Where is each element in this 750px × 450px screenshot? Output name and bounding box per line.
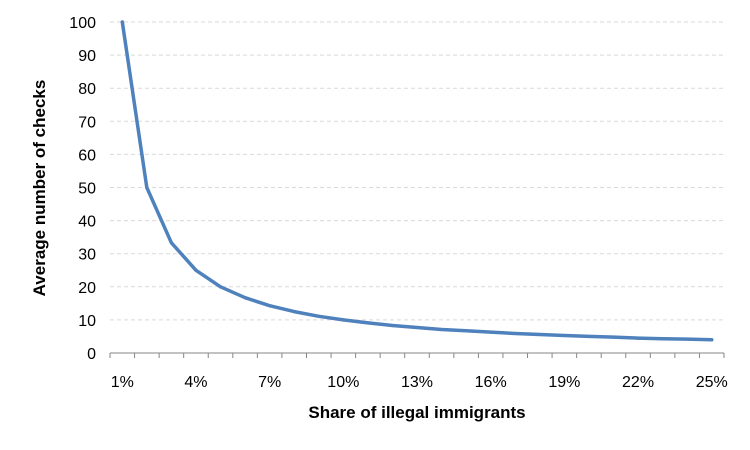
gridlines [110, 21, 724, 321]
data-point [464, 329, 468, 333]
data-point [439, 327, 444, 332]
y-tick-label: 70 [78, 114, 96, 131]
data-point [292, 310, 296, 314]
x-tick-label: 16% [475, 374, 507, 391]
x-tick-label: 4% [184, 374, 207, 391]
y-tick-label: 10 [78, 313, 96, 330]
x-tick-marks [109, 353, 725, 358]
series-group [120, 20, 714, 342]
y-tick-label: 20 [78, 280, 96, 297]
y-tick-label: 40 [78, 214, 96, 231]
y-tick-labels: 0 10 20 30 40 50 60 70 80 90 100 [69, 15, 96, 363]
data-point [169, 241, 173, 245]
x-tick-labels: 1% 4% 7% 10% 13% 16% 19% 22% 25% [111, 374, 728, 391]
data-point [489, 330, 493, 334]
data-point [243, 296, 247, 300]
y-tick-label: 90 [78, 48, 96, 65]
y-tick-label: 60 [78, 147, 96, 164]
x-tick-label: 19% [548, 374, 580, 391]
x-tick-label: 10% [327, 374, 359, 391]
data-point [415, 325, 419, 330]
x-axis-title: Share of illegal immigrants [308, 403, 525, 422]
data-point [513, 331, 517, 336]
data-point [317, 314, 321, 318]
data-point [710, 338, 714, 342]
data-point [120, 20, 124, 24]
x-tick-label: 25% [696, 374, 728, 391]
data-point [538, 332, 542, 337]
x-tick-label: 1% [111, 374, 134, 391]
series-line [120, 20, 714, 342]
y-tick-label: 50 [78, 181, 96, 198]
data-point [685, 337, 689, 341]
y-tick-label: 0 [87, 346, 96, 363]
data-point [587, 334, 591, 339]
x-tick-label: 22% [622, 374, 654, 391]
data-point [390, 323, 395, 328]
data-point [562, 333, 566, 338]
y-axis-title: Average number of checks [30, 80, 49, 297]
y-tick-label: 100 [69, 15, 96, 32]
x-tick-label: 13% [401, 374, 433, 391]
data-point [636, 336, 640, 340]
data-point [366, 321, 370, 325]
data-point [268, 304, 272, 308]
data-point [218, 285, 223, 289]
data-point [194, 268, 198, 272]
y-tick-label: 30 [78, 247, 96, 264]
data-point [341, 318, 345, 322]
data-point [661, 337, 665, 341]
data-point [145, 185, 149, 190]
data-point [611, 335, 616, 339]
y-tick-label: 80 [78, 81, 96, 98]
x-tick-label: 7% [258, 374, 281, 391]
